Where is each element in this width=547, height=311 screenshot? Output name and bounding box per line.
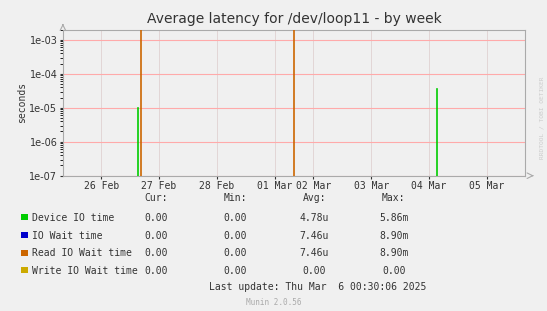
Text: 0.00: 0.00	[224, 266, 247, 276]
Text: Munin 2.0.56: Munin 2.0.56	[246, 298, 301, 307]
Text: Cur:: Cur:	[144, 193, 167, 202]
Text: 0.00: 0.00	[144, 213, 167, 223]
Text: Device IO time: Device IO time	[32, 213, 114, 223]
Text: 5.86m: 5.86m	[379, 213, 409, 223]
Text: Last update: Thu Mar  6 00:30:06 2025: Last update: Thu Mar 6 00:30:06 2025	[208, 282, 426, 292]
Text: 7.46u: 7.46u	[300, 231, 329, 241]
Text: Max:: Max:	[382, 193, 405, 202]
Text: Avg:: Avg:	[303, 193, 326, 202]
Text: 0.00: 0.00	[144, 248, 167, 258]
Text: 0.00: 0.00	[382, 266, 405, 276]
Text: Min:: Min:	[224, 193, 247, 202]
Text: IO Wait time: IO Wait time	[32, 231, 102, 241]
Text: 4.78u: 4.78u	[300, 213, 329, 223]
Text: 0.00: 0.00	[144, 231, 167, 241]
Text: 0.00: 0.00	[224, 248, 247, 258]
Text: 8.90m: 8.90m	[379, 248, 409, 258]
Text: Write IO Wait time: Write IO Wait time	[32, 266, 137, 276]
Text: 0.00: 0.00	[144, 266, 167, 276]
Text: 0.00: 0.00	[303, 266, 326, 276]
Text: 7.46u: 7.46u	[300, 248, 329, 258]
Title: Average latency for /dev/loop11 - by week: Average latency for /dev/loop11 - by wee…	[147, 12, 441, 26]
Text: RRDTOOL / TOBI OETIKER: RRDTOOL / TOBI OETIKER	[539, 77, 544, 160]
Y-axis label: seconds: seconds	[16, 82, 27, 123]
Text: 0.00: 0.00	[224, 213, 247, 223]
Text: 8.90m: 8.90m	[379, 231, 409, 241]
Text: Read IO Wait time: Read IO Wait time	[32, 248, 132, 258]
Text: 0.00: 0.00	[224, 231, 247, 241]
